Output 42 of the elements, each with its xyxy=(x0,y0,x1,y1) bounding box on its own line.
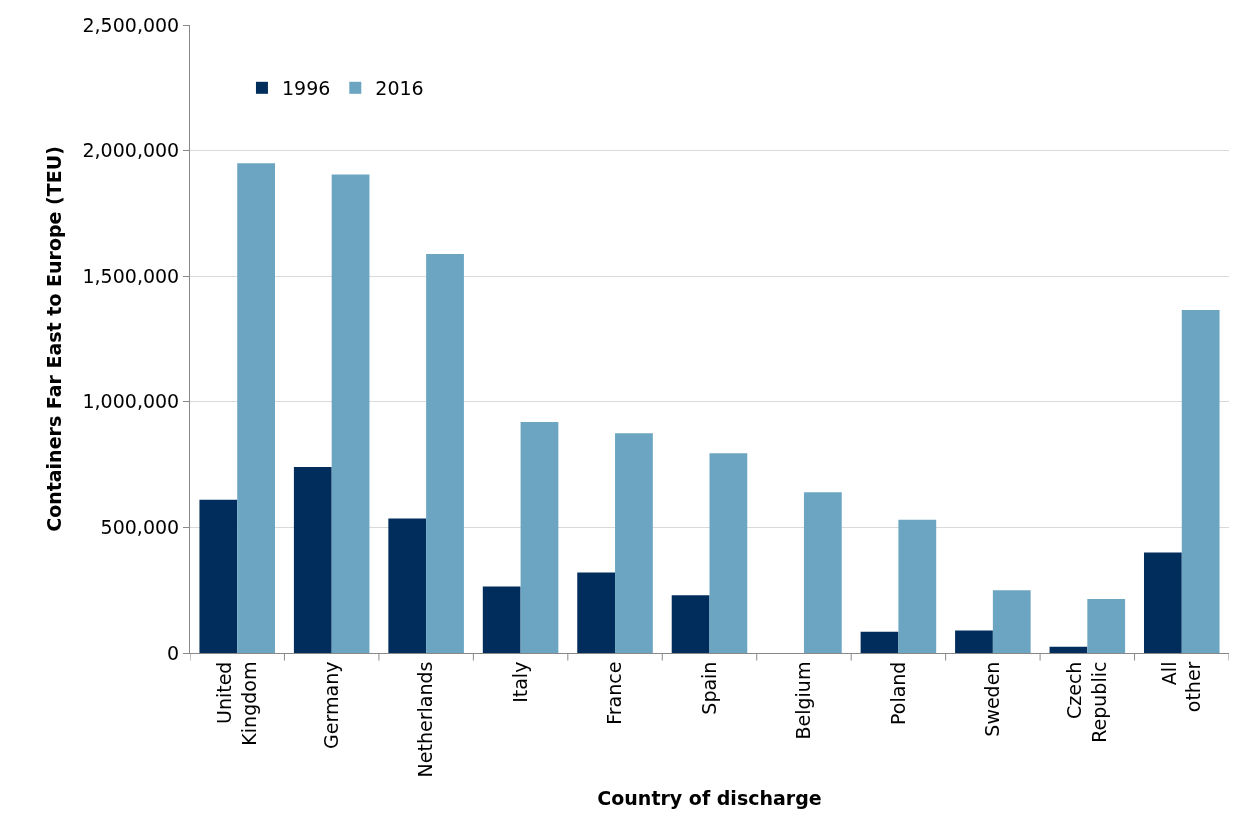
x-tick-label: Netherlands xyxy=(414,661,437,778)
bar xyxy=(1049,646,1088,653)
y-tick-label: 1,500,000 xyxy=(82,264,180,287)
bar xyxy=(1143,552,1182,653)
bar xyxy=(331,174,370,653)
bar xyxy=(803,492,842,653)
y-axis-title: Containers Far East to Europe (TEU) xyxy=(43,146,66,532)
bar xyxy=(709,453,748,653)
bar xyxy=(577,572,616,653)
bar xyxy=(860,631,899,653)
x-tick-label: Sweden xyxy=(981,661,1004,737)
bar xyxy=(199,499,238,653)
bar xyxy=(520,421,559,653)
x-tick-label: Czech Republic xyxy=(1063,661,1110,743)
bar xyxy=(293,467,332,653)
bar xyxy=(992,590,1031,653)
bar xyxy=(1181,310,1220,653)
x-tick-label: Italy xyxy=(508,661,531,703)
x-tick-label: Belgium xyxy=(792,661,815,740)
bar xyxy=(237,163,276,653)
y-tick-label: 500,000 xyxy=(100,516,180,539)
y-tick-label: 2,500,000 xyxy=(82,13,180,36)
x-axis-title: Country of discharge xyxy=(597,787,822,810)
x-tick-label: All other xyxy=(1157,661,1205,713)
bar xyxy=(898,519,937,653)
bar xyxy=(1087,598,1126,653)
y-tick-label: 2,000,000 xyxy=(82,139,180,162)
x-tick-label: Spain xyxy=(697,661,720,715)
x-tick-label: France xyxy=(603,661,626,725)
x-tick-label: Poland xyxy=(886,661,909,726)
bar xyxy=(615,433,653,653)
legend-label: 1996 xyxy=(281,77,331,100)
bar xyxy=(671,595,710,653)
legend-label: 2016 xyxy=(375,77,424,100)
bar xyxy=(426,254,464,653)
y-tick-label: 0 xyxy=(167,641,180,664)
x-tick-label: United Kingdom xyxy=(213,661,260,746)
bar xyxy=(482,586,521,653)
bar xyxy=(955,630,993,653)
bar xyxy=(388,518,427,653)
x-tick-label: Germany xyxy=(319,661,342,749)
y-tick-label: 1,000,000 xyxy=(82,390,180,413)
